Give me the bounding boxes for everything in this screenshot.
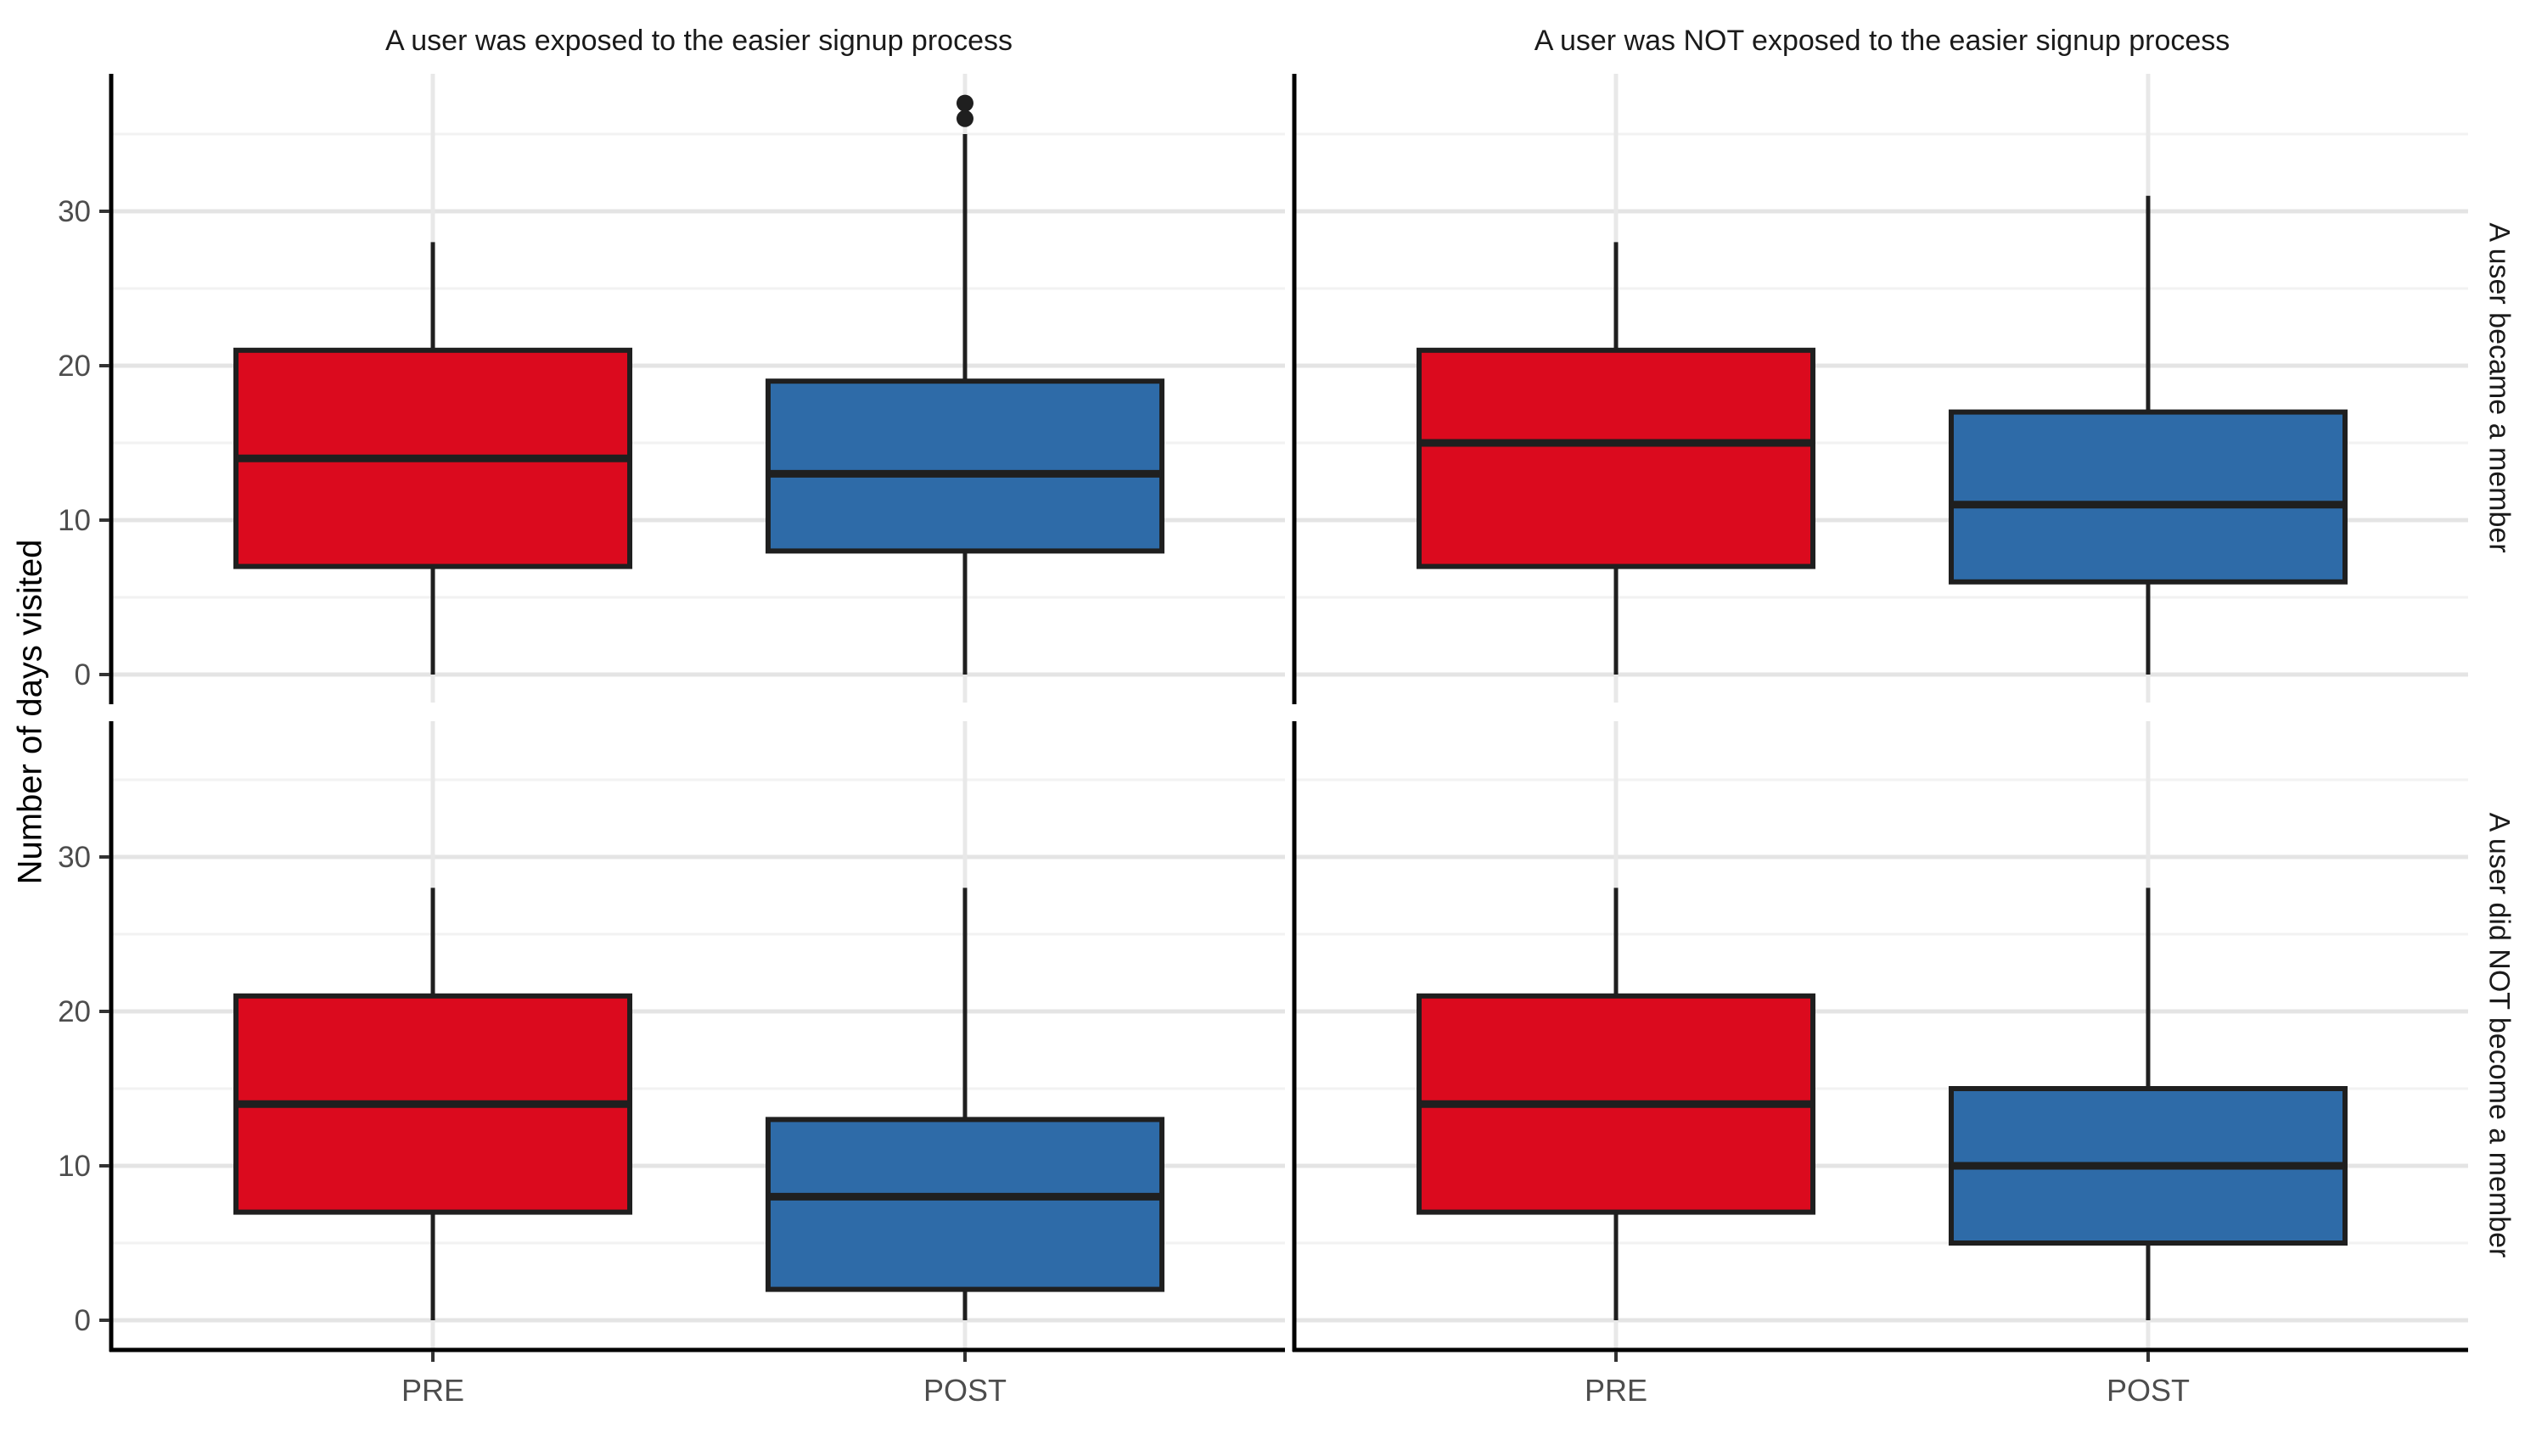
y-tick-label: 10 bbox=[58, 504, 91, 537]
outlier-point bbox=[956, 109, 973, 127]
x-tick-label: PRE bbox=[1585, 1373, 1647, 1408]
outlier-point bbox=[956, 94, 973, 112]
facet-row-strip-not-become-member: A user did NOT become a member bbox=[2483, 812, 2516, 1258]
box-post bbox=[765, 1117, 1164, 1292]
x-tick-label: POST bbox=[923, 1373, 1007, 1408]
box-post bbox=[1948, 409, 2348, 585]
box-post bbox=[765, 378, 1164, 554]
x-tick-label: PRE bbox=[401, 1373, 464, 1408]
facet-column-title-exposed: A user was exposed to the easier signup … bbox=[385, 25, 1013, 57]
facet-row-strip-became-member: A user became a member bbox=[2483, 222, 2516, 553]
box-pre bbox=[1417, 347, 1816, 569]
y-tick-label: 30 bbox=[58, 195, 91, 228]
y-tick-label: 0 bbox=[75, 658, 91, 692]
y-axis-title: Number of days visited bbox=[11, 539, 49, 885]
y-tick-label: 0 bbox=[75, 1304, 91, 1337]
y-tick-label: 30 bbox=[58, 841, 91, 874]
y-tick-label: 20 bbox=[58, 350, 91, 383]
y-tick-label: 20 bbox=[58, 995, 91, 1028]
facet-column-title-not-exposed: A user was NOT exposed to the easier sig… bbox=[1534, 25, 2230, 57]
y-tick-label: 10 bbox=[58, 1150, 91, 1183]
x-tick-label: POST bbox=[2107, 1373, 2190, 1408]
